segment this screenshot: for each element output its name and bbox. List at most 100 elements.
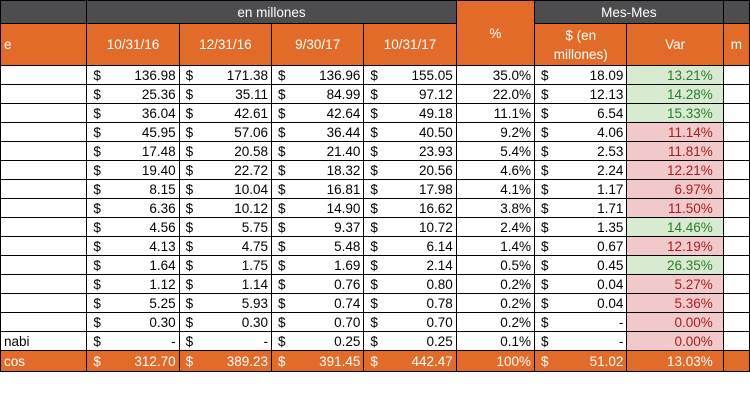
value-v4: 10.72 <box>381 217 457 237</box>
mm-var: 11.14% <box>626 122 724 142</box>
currency-symbol: $ <box>534 160 553 180</box>
mm-var: 14.46% <box>626 217 724 237</box>
value-v3: 9.37 <box>289 217 365 237</box>
row-label <box>0 255 88 275</box>
currency-symbol: $ <box>534 141 553 161</box>
value-v1: 6.36 <box>104 198 180 218</box>
value-v4: 17.98 <box>381 179 457 199</box>
share-pct: 2.4% <box>455 217 536 237</box>
currency-symbol: $ <box>86 312 105 332</box>
value-v3: 16.81 <box>289 179 365 199</box>
currency-symbol: $ <box>86 350 105 372</box>
right-fragment-cell <box>722 293 750 313</box>
mm-dollar: - <box>552 312 628 332</box>
row-label <box>0 179 88 199</box>
mm-var: 5.27% <box>626 274 724 294</box>
header-right-fragment: m <box>722 23 750 66</box>
total-mm-var: 13.03% <box>626 350 724 372</box>
share-pct: 35.0% <box>455 65 536 85</box>
share-pct: 11.1% <box>455 103 536 123</box>
currency-symbol: $ <box>271 122 290 142</box>
share-pct: 3.8% <box>455 198 536 218</box>
mm-var: 12.21% <box>626 160 724 180</box>
value-v2: 1.75 <box>197 255 273 275</box>
mm-var: 14.28% <box>626 84 724 104</box>
currency-symbol: $ <box>86 160 105 180</box>
value-v2: 10.04 <box>197 179 273 199</box>
value-v1: 1.64 <box>104 255 180 275</box>
right-fragment-cell <box>722 141 750 161</box>
currency-symbol: $ <box>178 179 198 199</box>
currency-symbol: $ <box>178 198 198 218</box>
currency-symbol: $ <box>178 160 198 180</box>
currency-symbol: $ <box>178 312 198 332</box>
share-pct: 5.4% <box>455 141 536 161</box>
value-v1: 17.48 <box>104 141 180 161</box>
mm-dollar: 1.35 <box>552 217 628 237</box>
currency-symbol: $ <box>363 350 382 372</box>
currency-symbol: $ <box>86 141 105 161</box>
currency-symbol: $ <box>86 217 105 237</box>
header-date-4: 10/31/17 <box>363 23 457 66</box>
right-fragment-cell <box>722 122 750 142</box>
currency-symbol: $ <box>178 122 198 142</box>
currency-symbol: $ <box>534 331 553 351</box>
currency-symbol: $ <box>86 198 105 218</box>
mm-dollar: 4.06 <box>552 122 628 142</box>
mm-var: 5.36% <box>626 293 724 313</box>
total-mm-dollar: 51.02 <box>552 350 628 372</box>
mm-var: 15.33% <box>626 103 724 123</box>
header-group-mesmes: Mes-Mes <box>534 0 724 24</box>
row-label <box>0 122 88 142</box>
value-v4: 155.05 <box>381 65 457 85</box>
header-group-millones: en millones <box>86 0 457 24</box>
currency-symbol: $ <box>271 236 290 256</box>
right-fragment-cell <box>722 331 750 351</box>
currency-symbol: $ <box>271 312 290 332</box>
value-v1: 19.40 <box>104 160 180 180</box>
value-v3: 18.32 <box>289 160 365 180</box>
share-pct: 0.2% <box>455 312 536 332</box>
financial-table: en millones % Mes-Mes e 10/31/16 12/31/1… <box>0 0 750 372</box>
mm-var: 6.97% <box>626 179 724 199</box>
currency-symbol: $ <box>178 141 198 161</box>
value-v4: 2.14 <box>381 255 457 275</box>
currency-symbol: $ <box>271 255 290 275</box>
value-v2: 4.75 <box>197 236 273 256</box>
table-row: $36.04 $42.61 $42.64 $49.18 11.1% $6.54 15.33% <box>0 103 750 123</box>
value-v3: 84.99 <box>289 84 365 104</box>
value-v4: 20.56 <box>381 160 457 180</box>
row-label <box>0 65 88 85</box>
row-label <box>0 217 88 237</box>
share-pct: 4.6% <box>455 160 536 180</box>
header-date-1: 10/31/16 <box>86 23 180 66</box>
row-label <box>0 236 88 256</box>
row-label <box>0 84 88 104</box>
mm-var: 12.19% <box>626 236 724 256</box>
value-v4: 23.93 <box>381 141 457 161</box>
currency-symbol: $ <box>534 312 553 332</box>
currency-symbol: $ <box>271 65 290 85</box>
value-v1: 4.56 <box>104 217 180 237</box>
value-v4: 16.62 <box>381 198 457 218</box>
header-right-fragment-top <box>722 0 750 24</box>
currency-symbol: $ <box>363 236 382 256</box>
value-v2: 20.58 <box>197 141 273 161</box>
header-label-col: e <box>0 23 88 66</box>
right-fragment-cell <box>722 84 750 104</box>
header-mm-var: Var <box>626 23 724 66</box>
value-v1: - <box>104 331 180 351</box>
value-v4: 97.12 <box>381 84 457 104</box>
mm-dollar: 0.45 <box>552 255 628 275</box>
header-pct: % <box>455 0 536 66</box>
right-fragment-cell <box>722 217 750 237</box>
currency-symbol: $ <box>534 217 553 237</box>
value-v1: 8.15 <box>104 179 180 199</box>
currency-symbol: $ <box>178 217 198 237</box>
value-v2: 35.11 <box>197 84 273 104</box>
value-v1: 0.30 <box>104 312 180 332</box>
currency-symbol: $ <box>363 274 382 294</box>
mm-var: 0.00% <box>626 312 724 332</box>
currency-symbol: $ <box>534 198 553 218</box>
currency-symbol: $ <box>271 160 290 180</box>
